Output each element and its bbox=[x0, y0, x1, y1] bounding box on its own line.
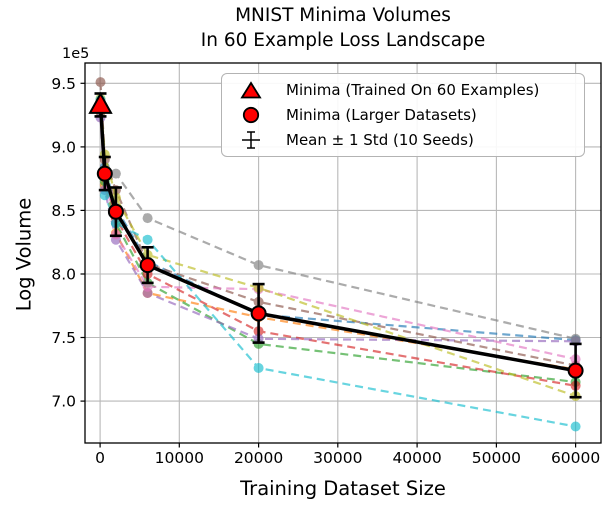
svg-text:0: 0 bbox=[95, 449, 105, 467]
chart-title-line2: In 60 Example Loss Landscape bbox=[200, 30, 486, 51]
svg-text:8.0: 8.0 bbox=[51, 266, 76, 284]
x-axis-label: Training Dataset Size bbox=[240, 477, 446, 500]
legend-entry-larger-datasets: Minima (Larger Datasets) bbox=[222, 102, 584, 127]
svg-text:7.5: 7.5 bbox=[51, 329, 76, 347]
svg-text:50000: 50000 bbox=[472, 449, 521, 467]
svg-text:8.5: 8.5 bbox=[51, 202, 76, 220]
svg-text:30000: 30000 bbox=[313, 449, 362, 467]
legend-entry-trained-60: Minima (Trained On 60 Examples) bbox=[222, 77, 584, 102]
plot-frame bbox=[84, 62, 602, 444]
errorbar-icon bbox=[232, 130, 270, 150]
svg-text:20000: 20000 bbox=[234, 449, 283, 467]
mean-triangle-marker bbox=[88, 91, 113, 114]
svg-text:9.0: 9.0 bbox=[51, 138, 76, 156]
triangle-marker-icon bbox=[232, 80, 270, 100]
legend-label-trained-60: Minima (Trained On 60 Examples) bbox=[286, 80, 540, 99]
circle-marker-icon bbox=[232, 105, 270, 125]
legend-label-mean-std: Mean ± 1 Std (10 Seeds) bbox=[286, 131, 474, 150]
y-ticks: 7.0 7.5 8.0 8.5 9.0 9.5 bbox=[51, 75, 85, 411]
mean-circle-markers bbox=[96, 165, 584, 379]
svg-text:9.5: 9.5 bbox=[51, 75, 76, 93]
svg-text:40000: 40000 bbox=[392, 449, 441, 467]
svg-text:60000: 60000 bbox=[551, 449, 600, 467]
legend-label-larger-datasets: Minima (Larger Datasets) bbox=[286, 105, 477, 124]
legend-entry-mean-std: Mean ± 1 Std (10 Seeds) bbox=[222, 128, 584, 153]
chart-title-line1: MNIST Minima Volumes bbox=[235, 5, 451, 26]
svg-text:7.0: 7.0 bbox=[51, 393, 76, 411]
y-axis-offset-label: 1e5 bbox=[62, 46, 90, 62]
x-ticks: 0 10000 20000 30000 40000 50000 60000 bbox=[95, 443, 600, 467]
svg-text:10000: 10000 bbox=[155, 449, 204, 467]
legend: Minima (Trained On 60 Examples) Minima (… bbox=[221, 73, 585, 157]
mean-line bbox=[98, 104, 576, 373]
